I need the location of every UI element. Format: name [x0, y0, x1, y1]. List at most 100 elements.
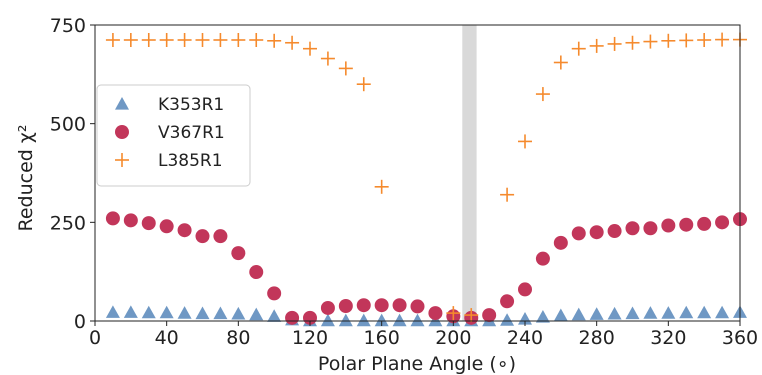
point-K353R1-340: [697, 305, 712, 319]
shaded-band: [462, 25, 477, 321]
point-K353R1-290: [607, 306, 622, 320]
point-V367R1-40: [159, 219, 174, 234]
point-K353R1-310: [643, 306, 658, 319]
point-K353R1-270: [571, 307, 586, 321]
point-L385R1-250: [535, 87, 550, 102]
point-V367R1-170: [392, 298, 407, 313]
point-V367R1-300: [625, 221, 640, 236]
legend-marker-V367R1: [115, 125, 129, 139]
point-K353R1-280: [589, 307, 604, 320]
point-V367R1-190: [428, 306, 443, 321]
point-V367R1-30: [141, 216, 156, 231]
plot-frame: [94, 24, 741, 322]
legend-label-K353R1: K353R1: [158, 95, 224, 115]
point-L385R1-50: [177, 32, 192, 47]
legend-label-V367R1: V367R1: [158, 123, 225, 143]
point-L385R1-110: [285, 35, 300, 50]
point-L385R1-150: [356, 77, 371, 92]
axes: 0 40 80 120 160 200 240 280 320 360 0 250 500 750: [50, 15, 758, 349]
plot-area: [105, 25, 747, 327]
point-K353R1-170: [392, 313, 407, 327]
y-tick-label-750: 750: [50, 15, 86, 37]
point-V367R1-130: [320, 300, 335, 315]
point-V367R1-10: [105, 211, 120, 226]
point-L385R1-230: [500, 187, 515, 202]
point-V367R1-160: [374, 298, 389, 313]
point-L385R1-160: [374, 179, 389, 194]
point-V367R1-230: [500, 294, 515, 309]
point-V367R1-180: [410, 299, 425, 314]
point-V367R1-100: [267, 286, 282, 301]
point-V367R1-20: [123, 213, 138, 228]
point-V367R1-340: [697, 216, 712, 231]
point-L385R1-270: [571, 41, 586, 56]
point-L385R1-70: [213, 32, 228, 47]
point-K353R1-70: [213, 306, 228, 320]
legend: K353R1 V367R1 L385R1: [96, 84, 251, 187]
point-V367R1-330: [679, 217, 694, 232]
point-K353R1-250: [535, 310, 550, 323]
point-V367R1-80: [231, 246, 246, 261]
x-tick-label-360: 360: [722, 327, 758, 349]
point-K353R1-300: [625, 306, 640, 320]
point-V367R1-270: [571, 226, 586, 241]
point-K353R1-90: [249, 307, 264, 321]
legend-marker-K353R1: [115, 97, 129, 110]
point-L385R1-40: [159, 32, 174, 47]
point-V367R1-310: [643, 221, 658, 236]
legend-box: [96, 84, 251, 187]
x-tick-label-160: 160: [364, 327, 400, 349]
point-V367R1-290: [607, 224, 622, 239]
series-K353R1: [105, 305, 747, 327]
point-L385R1-300: [625, 35, 640, 50]
y-axis-title: Reduced χ²: [15, 125, 37, 232]
point-V367R1-70: [213, 229, 228, 244]
y-tick-label-500: 500: [50, 114, 86, 136]
series-L385R1: [105, 32, 747, 323]
point-L385R1-350: [715, 32, 730, 47]
point-K353R1-80: [231, 306, 246, 320]
point-L385R1-140: [338, 61, 353, 76]
point-V367R1-240: [518, 282, 532, 297]
point-L385R1-90: [249, 32, 264, 47]
point-L385R1-340: [697, 32, 712, 47]
point-L385R1-100: [267, 33, 282, 48]
y-tick-label-250: 250: [50, 212, 86, 234]
point-K353R1-50: [177, 306, 192, 319]
point-L385R1-210: [464, 308, 479, 323]
point-V367R1-150: [356, 298, 371, 313]
point-L385R1-80: [231, 32, 246, 47]
point-K353R1-320: [661, 306, 676, 319]
point-L385R1-200: [446, 306, 461, 321]
point-V367R1-60: [195, 229, 210, 244]
point-K353R1-130: [320, 313, 335, 327]
point-K353R1-160: [374, 313, 389, 327]
point-L385R1-240: [518, 134, 532, 149]
point-L385R1-60: [195, 32, 210, 47]
series-V367R1: [105, 211, 747, 325]
point-V367R1-50: [177, 223, 192, 238]
point-V367R1-350: [715, 215, 730, 230]
point-L385R1-310: [643, 34, 658, 49]
point-V367R1-260: [553, 235, 568, 250]
point-L385R1-30: [141, 32, 156, 47]
point-K353R1-20: [123, 305, 138, 318]
point-K353R1-60: [195, 306, 210, 320]
x-tick-label-80: 80: [226, 327, 250, 349]
x-axis-title: Polar Plane Angle (∘): [318, 353, 516, 375]
point-V367R1-220: [482, 308, 497, 323]
legend-label-L385R1: L385R1: [158, 151, 223, 171]
point-K353R1-100: [267, 309, 282, 322]
x-tick-label-320: 320: [650, 327, 686, 349]
point-V367R1-110: [285, 310, 300, 325]
point-L385R1-320: [661, 33, 676, 48]
point-K353R1-180: [410, 313, 425, 327]
point-K353R1-150: [356, 313, 371, 327]
x-tick-label-0: 0: [89, 327, 101, 349]
point-L385R1-10: [105, 32, 120, 47]
point-V367R1-280: [589, 225, 604, 240]
y-tick-label-0: 0: [74, 311, 86, 333]
point-V367R1-140: [338, 299, 353, 314]
x-tick-label-240: 240: [507, 327, 543, 349]
x-tick-label-280: 280: [579, 327, 615, 349]
